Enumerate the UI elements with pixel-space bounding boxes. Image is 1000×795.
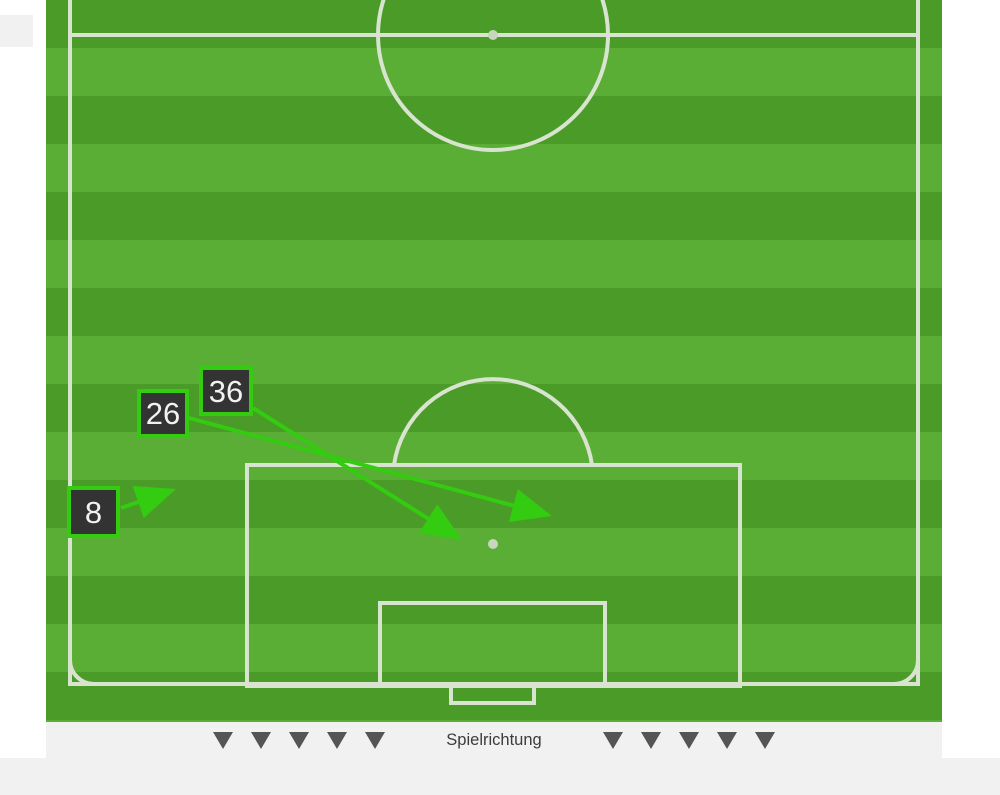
- goal-net: [449, 682, 536, 705]
- direction-triangle-icon: [365, 731, 386, 749]
- direction-triangle-icon: [678, 731, 699, 749]
- movement-arrow-head: [132, 485, 176, 519]
- pitch-stripe: [46, 96, 942, 144]
- player-badge-36[interactable]: 36: [199, 366, 253, 416]
- pitch-stripe: [46, 480, 942, 528]
- pitch-stripes: [46, 0, 942, 722]
- pitch-markings: [68, 0, 920, 705]
- pitch-stripe: [46, 336, 942, 384]
- direction-triangle-icon: [716, 731, 737, 749]
- page-chip-topleft: [0, 15, 33, 47]
- player-badge-8[interactable]: 8: [67, 486, 120, 538]
- pitch-stripe: [46, 576, 942, 624]
- center-circle: [376, 0, 610, 152]
- direction-arrows-right: [594, 731, 784, 749]
- player-badge-26[interactable]: 26: [137, 389, 189, 438]
- direction-triangle-icon: [754, 731, 775, 749]
- pitch-stripe: [46, 0, 942, 48]
- movement-arrow-head: [419, 504, 462, 540]
- pitch-stripe: [46, 192, 942, 240]
- direction-triangle-icon: [602, 731, 623, 749]
- corner-arc-left: [68, 659, 95, 686]
- pitch-spots: [488, 30, 498, 549]
- football-pitch: 36 26 8: [46, 0, 942, 722]
- pitch-stripe: [46, 240, 942, 288]
- movement-arrows: [120, 406, 552, 540]
- direction-of-play-bar: Spielrichtung: [46, 722, 942, 758]
- pitch-stripe: [46, 384, 942, 432]
- center-spot: [488, 30, 498, 40]
- corner-arc-right: [893, 659, 920, 686]
- goal-area: [378, 601, 607, 688]
- pitch-stripe: [46, 720, 942, 722]
- pitch-stripe: [46, 288, 942, 336]
- page-bottom-fill: [0, 758, 1000, 795]
- direction-triangle-icon: [640, 731, 661, 749]
- direction-triangle-icon: [327, 731, 348, 749]
- pitch-stripe: [46, 672, 942, 720]
- direction-of-play-label: Spielrichtung: [446, 730, 542, 749]
- movement-arrow-shaft: [251, 406, 440, 527]
- pitch-stripe: [46, 624, 942, 672]
- direction-arrows-left: [204, 731, 394, 749]
- direction-triangle-icon: [289, 731, 310, 749]
- pitch-stripe: [46, 48, 942, 96]
- direction-triangle-icon: [213, 731, 234, 749]
- penalty-arc: [392, 377, 594, 466]
- pitch-stripe: [46, 144, 942, 192]
- direction-triangle-icon: [251, 731, 272, 749]
- pitch-stripe: [46, 432, 942, 480]
- penalty-spot: [488, 539, 498, 549]
- pitch-lines: [68, 0, 920, 705]
- pitch-stripe: [46, 528, 942, 576]
- movement-arrow-head: [508, 489, 552, 522]
- movement-arrow-shaft: [188, 416, 526, 511]
